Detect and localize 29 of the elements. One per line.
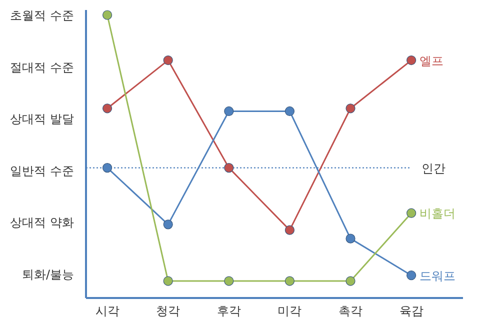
x-tick-label: 육감 bbox=[399, 304, 424, 318]
point bbox=[406, 208, 416, 218]
ref-line-label: 인간 bbox=[421, 161, 446, 176]
x-tick-label: 촉각 bbox=[338, 304, 363, 318]
point bbox=[224, 276, 234, 286]
series-label: 엘프 bbox=[419, 54, 444, 68]
x-tick-label: 미각 bbox=[278, 304, 302, 318]
point bbox=[224, 163, 234, 173]
point bbox=[346, 104, 356, 114]
point bbox=[284, 225, 294, 235]
series-label: 드워프 bbox=[419, 268, 456, 283]
point bbox=[102, 10, 112, 20]
x-tick-label: 시각 bbox=[95, 304, 120, 318]
point bbox=[406, 270, 416, 280]
point bbox=[346, 276, 356, 286]
point bbox=[102, 163, 112, 173]
point bbox=[163, 55, 173, 66]
x-tick-label: 후각 bbox=[216, 304, 241, 318]
point bbox=[406, 55, 416, 66]
x-tick-label: 청각 bbox=[156, 304, 180, 318]
point bbox=[163, 276, 173, 286]
point bbox=[224, 106, 234, 116]
level-labels: 초월적 수준 절대적 수준 상대적 발달 일반적 수준 상대적 약화 퇴화/불능 bbox=[10, 8, 74, 282]
point bbox=[346, 234, 356, 244]
point bbox=[102, 104, 112, 114]
point bbox=[284, 106, 294, 116]
series-label: 비홀더 bbox=[419, 206, 456, 221]
point bbox=[284, 276, 294, 286]
point bbox=[163, 220, 173, 230]
